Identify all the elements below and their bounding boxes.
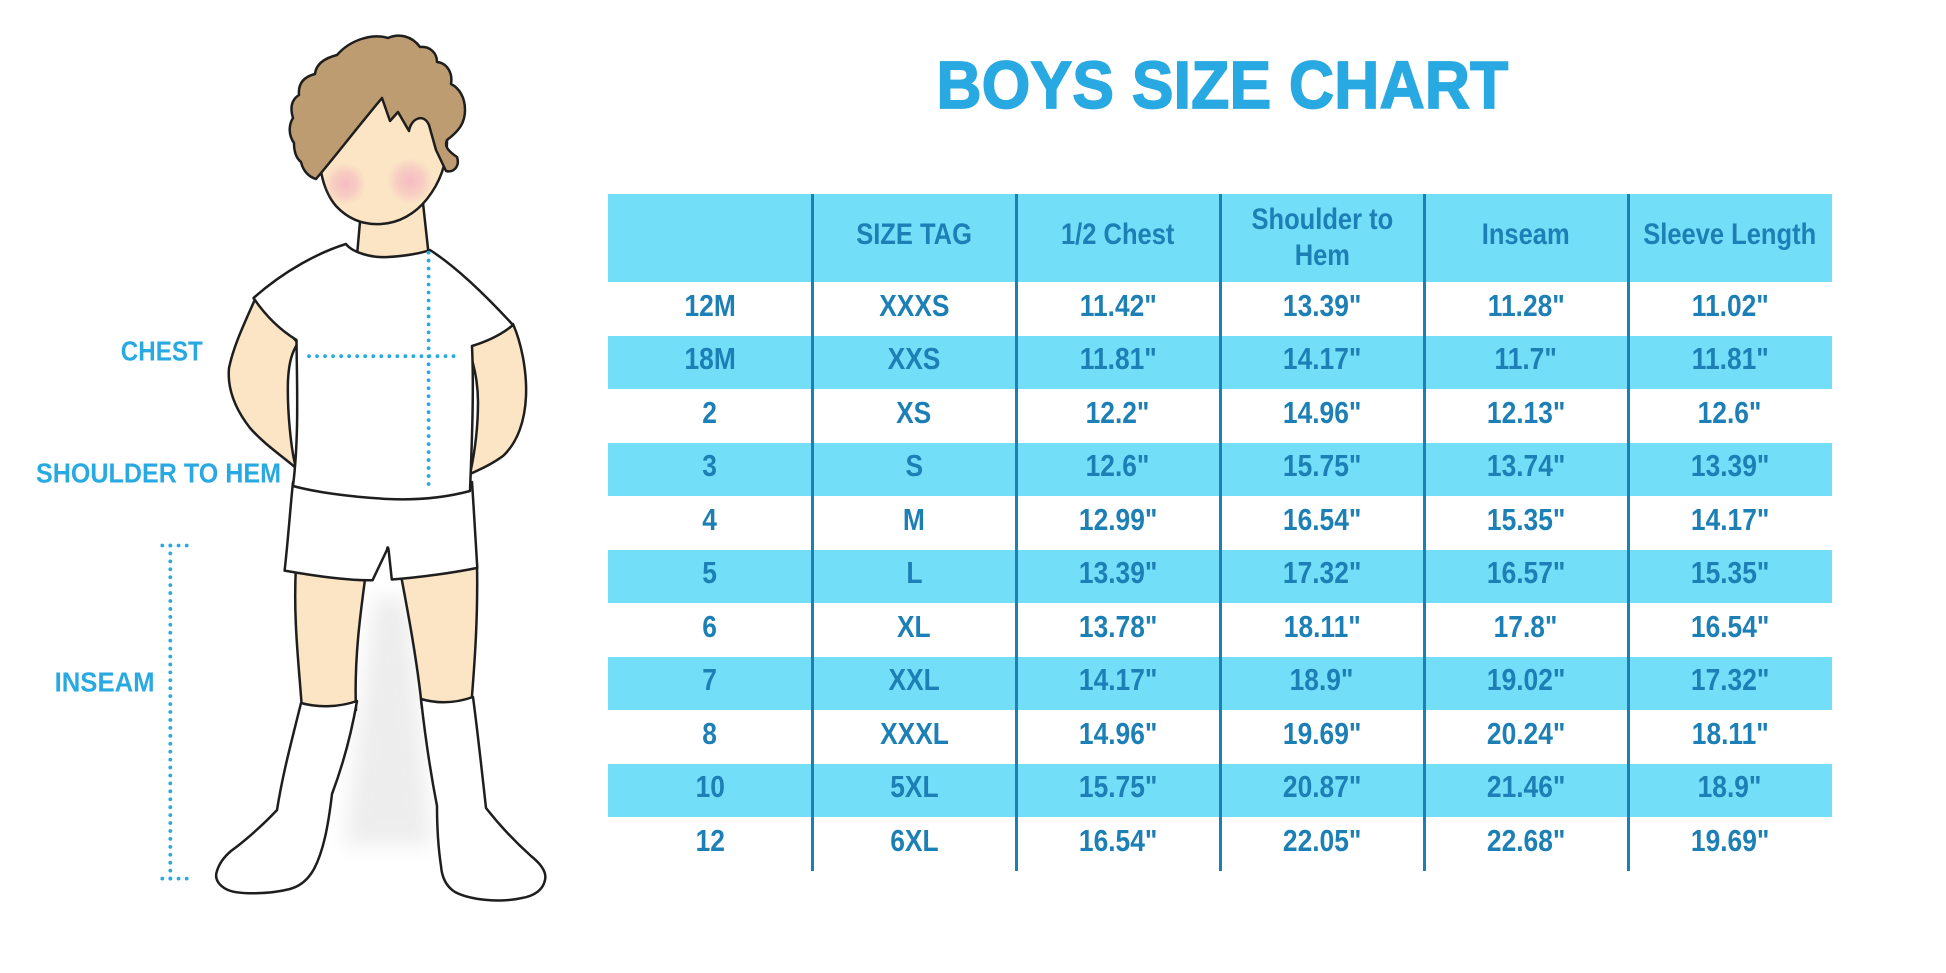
svg-text:INSEAM: INSEAM	[55, 667, 155, 698]
svg-text:SHOULDER TO HEM: SHOULDER TO HEM	[36, 457, 281, 488]
svg-text:CHEST: CHEST	[121, 335, 203, 366]
